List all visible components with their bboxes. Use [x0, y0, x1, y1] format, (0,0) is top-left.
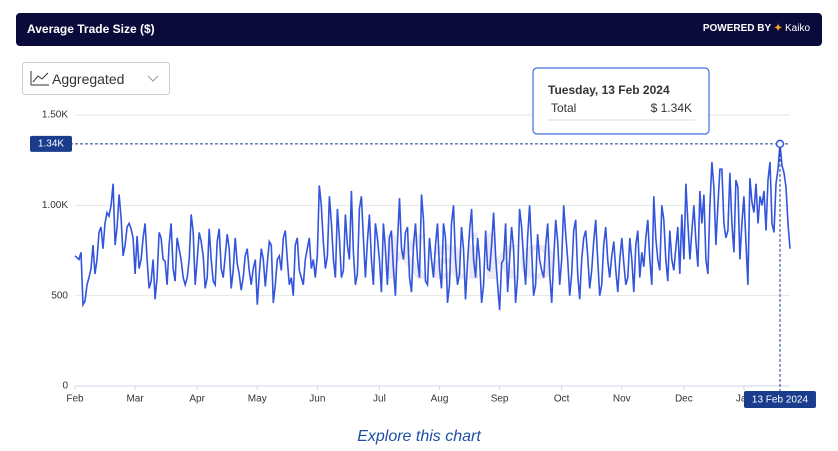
- tooltip-date: Tuesday, 13 Feb 2024: [548, 83, 670, 97]
- dropdown[interactable]: Aggregated: [22, 62, 170, 95]
- powered-by: POWERED BY ✦ Kaiko: [703, 23, 810, 34]
- logo-icon: ✦: [773, 23, 783, 34]
- y-tick-label: 0: [62, 381, 68, 392]
- x-tick-label: Oct: [554, 394, 570, 405]
- tooltip: Tuesday, 13 Feb 2024 Total $ 1.34K: [532, 67, 710, 135]
- dropdown-caret: [147, 75, 159, 82]
- x-tick-label: Dec: [675, 394, 693, 405]
- x-crosshair-label: 13 Feb 2024: [752, 395, 809, 406]
- y-tick-label: 500: [51, 290, 68, 301]
- x-tick-label: Jun: [309, 394, 325, 405]
- x-tick-label: Nov: [613, 394, 631, 405]
- x-tick-label: Apr: [189, 394, 205, 405]
- dropdown-label: Aggregated: [52, 71, 125, 87]
- y-tick-label: 1.00K: [42, 200, 68, 211]
- data-line: [74, 143, 791, 311]
- x-tick-label: May: [248, 394, 267, 405]
- dropdown-icon: [30, 71, 49, 86]
- x-tick-label: Jul: [373, 394, 386, 405]
- x-tick-label: Jan: [736, 394, 752, 405]
- header-title: Average Trade Size ($): [27, 22, 155, 36]
- x-label-box: [743, 391, 816, 408]
- y-tick-label: 1.50K: [42, 110, 68, 121]
- tooltip-series: Total: [551, 101, 576, 115]
- x-tick-label: Aug: [431, 394, 449, 405]
- y-label-box: [30, 135, 72, 152]
- explore-link[interactable]: Explore this chart: [357, 428, 481, 445]
- brand: Kaiko: [784, 23, 810, 34]
- highlight-point: [775, 139, 785, 149]
- x-tick-label: Sep: [491, 394, 509, 405]
- powered-label: POWERED BY: [702, 23, 772, 34]
- header: Average Trade Size ($) POWERED BY ✦ Kaik…: [16, 13, 822, 46]
- x-tick-label: Mar: [126, 394, 144, 405]
- tooltip-box: [532, 67, 710, 135]
- x-tick-label: Feb: [66, 394, 84, 405]
- tooltip-value: $ 1.34K: [651, 101, 692, 115]
- y-crosshair-label: 1.34K: [38, 139, 64, 150]
